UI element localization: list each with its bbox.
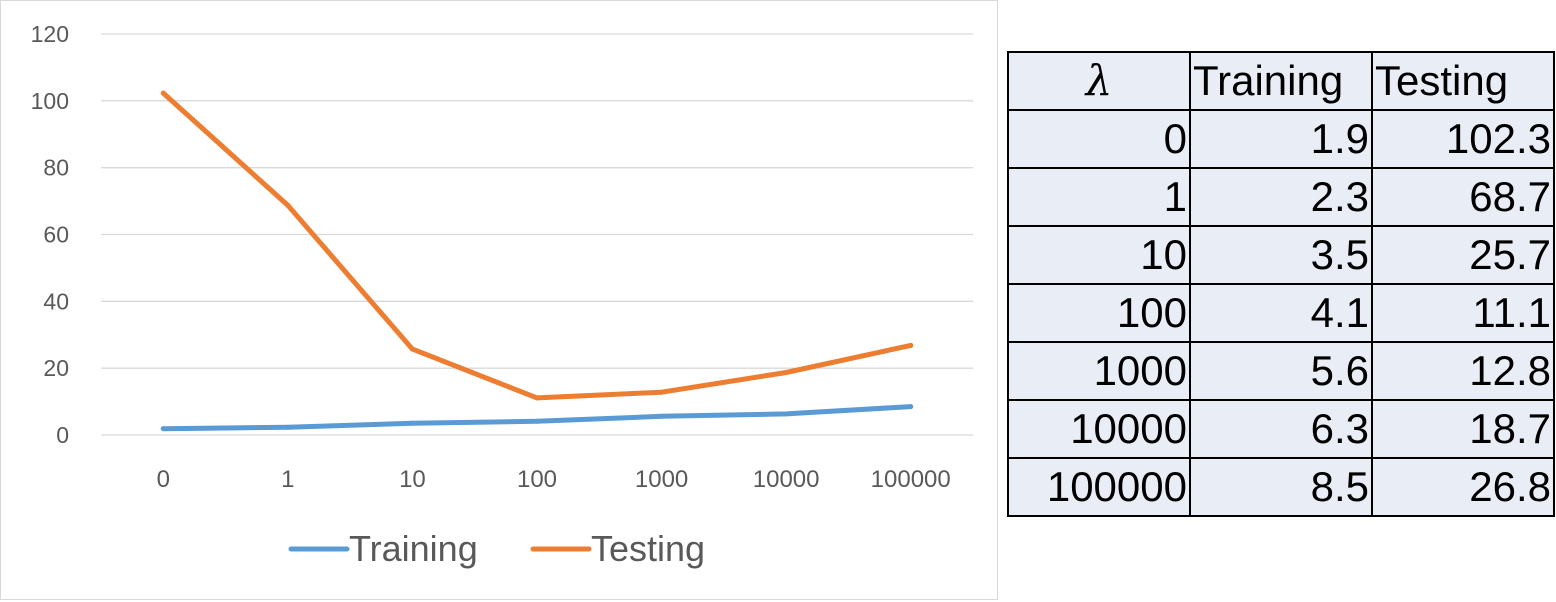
testing-data-point <box>409 346 415 352</box>
training-data-point <box>659 413 665 419</box>
cell-lambda: 100000 <box>1007 457 1191 517</box>
header-training: Training <box>1189 51 1373 111</box>
cell-lambda: 10000 <box>1007 399 1191 459</box>
x-axis-ticks: 0 1 10 100 1000 10000 100000 <box>157 466 951 493</box>
cell-testing: 68.7 <box>1371 167 1555 227</box>
x-tick-label: 1000 <box>635 466 688 493</box>
training-data-point <box>908 404 914 410</box>
cell-training: 1.9 <box>1189 109 1373 169</box>
table-row: 100000 8.5 26.8 <box>1007 457 1555 517</box>
table-row: 10000 6.3 18.7 <box>1007 399 1555 459</box>
x-tick-label: 1 <box>281 466 294 493</box>
chart-panel: 0 20 40 60 80 100 120 0 1 10 100 1000 10000 100000 T… <box>0 0 998 600</box>
cell-training: 8.5 <box>1189 457 1373 517</box>
y-axis-ticks: 0 20 40 60 80 100 120 <box>31 21 69 448</box>
x-tick-label: 100000 <box>871 466 951 493</box>
training-series-line <box>160 404 914 432</box>
table-header-row: λ Training Testing <box>1007 51 1555 111</box>
cell-testing: 12.8 <box>1371 341 1555 401</box>
cell-lambda: 1 <box>1007 167 1191 227</box>
cell-training: 4.1 <box>1189 283 1373 343</box>
training-data-point <box>160 426 166 432</box>
cell-training: 2.3 <box>1189 167 1373 227</box>
training-data-point <box>409 420 415 426</box>
y-tick-label: 40 <box>43 288 69 314</box>
legend: Training Testing <box>288 528 705 569</box>
testing-data-point <box>783 370 789 376</box>
cell-training: 5.6 <box>1189 341 1373 401</box>
table-row: 1 2.3 68.7 <box>1007 167 1555 227</box>
x-tick-label: 10 <box>399 466 426 493</box>
y-tick-label: 100 <box>31 88 69 114</box>
series-lines <box>160 90 914 432</box>
legend-label-testing: Testing <box>591 528 705 569</box>
y-tick-label: 20 <box>43 355 69 381</box>
y-tick-label: 60 <box>43 222 69 248</box>
cell-testing: 11.1 <box>1371 283 1555 343</box>
cell-testing: 25.7 <box>1371 225 1555 285</box>
x-tick-label: 0 <box>157 466 170 493</box>
table-row: 10 3.5 25.7 <box>1007 225 1555 285</box>
cell-lambda: 10 <box>1007 225 1191 285</box>
training-data-point <box>783 411 789 417</box>
results-table: λ Training Testing 0 1.9 102.3 1 2.3 68.… <box>1007 51 1555 517</box>
cell-testing: 26.8 <box>1371 457 1555 517</box>
training-data-point <box>534 418 540 424</box>
header-lambda: λ <box>1007 51 1191 111</box>
results-table-panel: λ Training Testing 0 1.9 102.3 1 2.3 68.… <box>1007 51 1555 517</box>
y-tick-label: 80 <box>43 155 69 181</box>
cell-testing: 102.3 <box>1371 109 1555 169</box>
cell-training: 3.5 <box>1189 225 1373 285</box>
table-row: 1000 5.6 12.8 <box>1007 341 1555 401</box>
testing-data-point <box>534 395 540 401</box>
testing-data-point <box>908 342 914 348</box>
y-tick-label: 0 <box>56 422 69 448</box>
cell-lambda: 0 <box>1007 109 1191 169</box>
y-tick-label: 120 <box>31 21 69 47</box>
x-tick-label: 100 <box>517 466 557 493</box>
cell-lambda: 100 <box>1007 283 1191 343</box>
testing-data-point <box>160 90 166 96</box>
testing-series-line <box>160 90 914 401</box>
legend-label-training: Training <box>349 528 478 569</box>
x-tick-label: 10000 <box>753 466 820 493</box>
cell-lambda: 1000 <box>1007 341 1191 401</box>
testing-data-point <box>659 389 665 395</box>
testing-data-point <box>285 202 291 208</box>
cell-training: 6.3 <box>1189 399 1373 459</box>
training-data-point <box>285 424 291 430</box>
gridlines <box>101 33 973 436</box>
table-row: 100 4.1 11.1 <box>1007 283 1555 343</box>
header-testing: Testing <box>1371 51 1555 111</box>
line-chart: 0 20 40 60 80 100 120 0 1 10 100 1000 10000 100000 T… <box>31 21 973 569</box>
cell-testing: 18.7 <box>1371 399 1555 459</box>
table-row: 0 1.9 102.3 <box>1007 109 1555 169</box>
